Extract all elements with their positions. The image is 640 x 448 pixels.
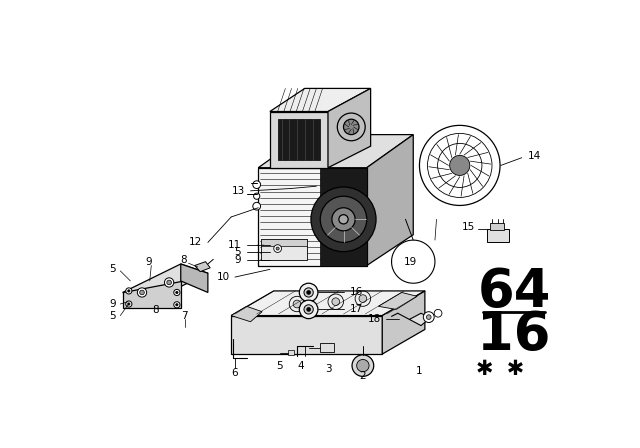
Polygon shape xyxy=(195,262,210,271)
Polygon shape xyxy=(123,281,180,308)
Circle shape xyxy=(276,247,279,250)
Text: 1: 1 xyxy=(415,366,422,376)
Polygon shape xyxy=(270,88,371,112)
Text: 9: 9 xyxy=(235,255,241,265)
Circle shape xyxy=(307,291,310,294)
Circle shape xyxy=(337,113,365,141)
Text: 8: 8 xyxy=(180,255,186,265)
Circle shape xyxy=(332,208,355,231)
Polygon shape xyxy=(320,168,367,266)
Text: 8: 8 xyxy=(152,305,159,315)
Circle shape xyxy=(304,288,313,297)
Circle shape xyxy=(300,300,318,319)
Bar xyxy=(260,238,307,260)
Polygon shape xyxy=(231,291,425,315)
Circle shape xyxy=(320,196,367,242)
Circle shape xyxy=(253,202,260,210)
Bar xyxy=(490,223,504,230)
Text: 5: 5 xyxy=(109,264,116,274)
Text: 5: 5 xyxy=(276,361,284,370)
Bar xyxy=(260,238,307,246)
Circle shape xyxy=(307,307,310,311)
Circle shape xyxy=(304,305,313,314)
Circle shape xyxy=(311,187,376,252)
Bar xyxy=(288,350,294,355)
Polygon shape xyxy=(180,264,208,293)
Text: 64: 64 xyxy=(477,267,550,319)
Text: 12: 12 xyxy=(189,237,202,247)
Text: 3: 3 xyxy=(324,365,332,375)
Circle shape xyxy=(138,288,147,297)
Text: 6: 6 xyxy=(232,368,238,378)
Bar xyxy=(320,343,334,352)
Polygon shape xyxy=(270,112,328,168)
Circle shape xyxy=(356,359,369,372)
Polygon shape xyxy=(259,134,413,168)
Circle shape xyxy=(339,215,348,224)
Circle shape xyxy=(174,289,180,296)
Polygon shape xyxy=(278,119,320,160)
Circle shape xyxy=(127,303,130,305)
Polygon shape xyxy=(378,293,417,310)
Bar xyxy=(259,168,367,266)
Text: 16: 16 xyxy=(477,309,551,361)
Circle shape xyxy=(344,119,359,134)
Text: 5: 5 xyxy=(235,247,241,258)
Text: 9: 9 xyxy=(109,299,116,309)
Circle shape xyxy=(176,291,178,293)
Polygon shape xyxy=(410,313,430,326)
Circle shape xyxy=(140,290,145,295)
Circle shape xyxy=(450,155,470,176)
Circle shape xyxy=(293,300,301,308)
Text: 4: 4 xyxy=(298,361,304,370)
Circle shape xyxy=(167,280,172,285)
Circle shape xyxy=(274,245,282,252)
Polygon shape xyxy=(231,306,262,322)
Text: 17: 17 xyxy=(349,304,363,314)
Polygon shape xyxy=(367,134,413,266)
Polygon shape xyxy=(123,264,208,302)
Circle shape xyxy=(164,278,174,287)
Circle shape xyxy=(434,310,442,317)
Circle shape xyxy=(423,312,434,323)
Text: ✱  ✱: ✱ ✱ xyxy=(476,359,524,379)
Circle shape xyxy=(332,298,340,306)
Text: 19: 19 xyxy=(404,257,417,267)
Text: 14: 14 xyxy=(528,151,541,161)
Text: 18: 18 xyxy=(367,314,381,324)
Text: 13: 13 xyxy=(232,186,245,196)
Text: 5: 5 xyxy=(109,310,116,321)
Text: 7: 7 xyxy=(181,310,188,321)
Circle shape xyxy=(352,355,374,376)
Circle shape xyxy=(300,283,318,302)
Circle shape xyxy=(359,295,367,302)
Circle shape xyxy=(125,301,132,307)
Text: 10: 10 xyxy=(216,272,230,282)
Polygon shape xyxy=(231,315,382,354)
Text: 15: 15 xyxy=(462,222,476,232)
Bar xyxy=(487,229,509,241)
Circle shape xyxy=(125,288,132,294)
Circle shape xyxy=(253,193,260,199)
Text: 2: 2 xyxy=(360,370,366,381)
Text: 16: 16 xyxy=(349,288,363,297)
Circle shape xyxy=(174,302,180,308)
Circle shape xyxy=(253,181,260,189)
Polygon shape xyxy=(382,291,425,354)
Text: 11: 11 xyxy=(228,240,241,250)
Text: 9: 9 xyxy=(145,257,152,267)
Polygon shape xyxy=(328,88,371,168)
Circle shape xyxy=(176,304,178,306)
Circle shape xyxy=(127,290,130,292)
Circle shape xyxy=(426,315,431,319)
